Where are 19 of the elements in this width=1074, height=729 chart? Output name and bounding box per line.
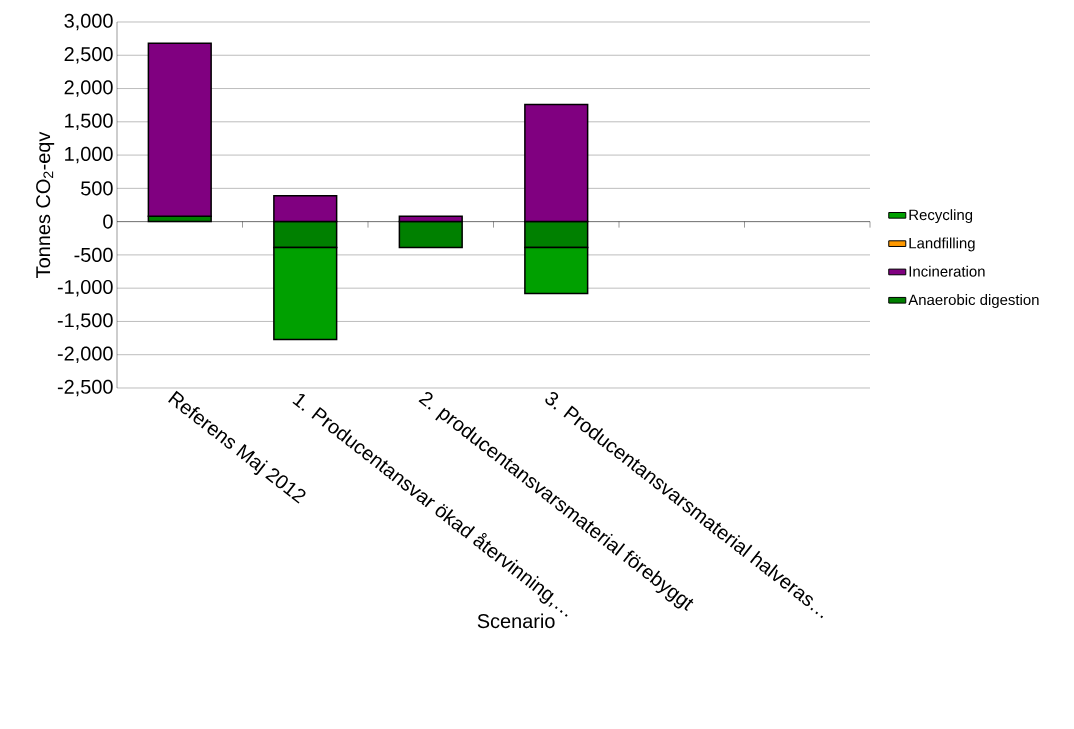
y-tick-label: 0: [103, 214, 113, 229]
legend-label: Incineration: [909, 265, 985, 277]
y-tick-label: -1,500: [57, 313, 113, 330]
legend-label: Recycling: [909, 209, 973, 224]
y-tick-label: 2,000: [64, 80, 113, 97]
y-tick-label: -2,000: [57, 346, 113, 363]
y-tick-label: 1,500: [65, 113, 113, 131]
y-tick-label: 1,000: [65, 146, 113, 164]
bar: [147, 42, 212, 218]
legend-label: Landfilling: [909, 237, 975, 252]
y-tick-label: -2,500: [57, 379, 113, 397]
y-tick-label: -1,000: [57, 279, 113, 297]
y-axis-title: Tonnes CO$_{2}$-eqv: [36, 131, 55, 278]
y-tick-label: 3,000: [64, 13, 113, 31]
y-tick-label: 500: [81, 181, 113, 196]
y-tick-label: 2,500: [64, 47, 113, 64]
y-tick-label: -500: [74, 247, 113, 262]
bar: [398, 220, 463, 249]
legend-label: Anaerobic digestion: [908, 294, 1039, 309]
